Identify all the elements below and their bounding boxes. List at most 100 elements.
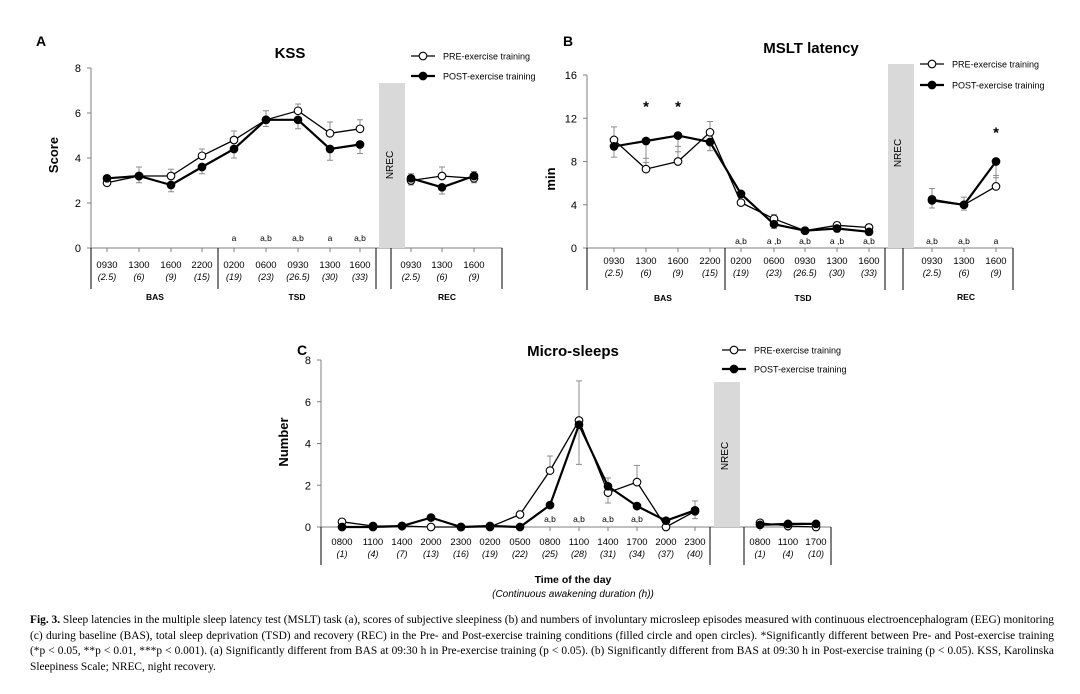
series-line-B-open <box>613 131 870 232</box>
x-tick-label-C: 1700 <box>626 537 647 548</box>
chart-title-C: Micro-sleeps <box>527 343 619 360</box>
significance-label-B: a ,b <box>767 236 781 246</box>
data-point-C-open <box>632 477 642 487</box>
duration-label-C: (19) <box>482 549 498 559</box>
y-tick-label-A: 2 <box>75 198 81 210</box>
data-point-A-filled <box>229 144 239 154</box>
data-point-C-filled <box>397 521 407 531</box>
data-point-B-filled <box>736 189 746 199</box>
x-tick-label-B: 1300 <box>953 256 974 267</box>
legend-marker-A <box>418 51 428 61</box>
data-point-B-open <box>991 182 1001 191</box>
significance-label-A: a,b <box>292 233 304 243</box>
duration-label-C: (28) <box>571 549 587 559</box>
duration-label-A: (19) <box>226 272 242 282</box>
duration-label-A: (30) <box>322 272 338 282</box>
data-point-B-open <box>705 127 715 137</box>
data-point-A-open <box>229 135 239 145</box>
duration-label-C: (4) <box>368 549 379 559</box>
y-tick-label-B: 16 <box>565 70 577 82</box>
x-tick-label-C: 1100 <box>363 537 383 548</box>
y-tick-label-B: 0 <box>571 243 577 255</box>
data-point-C-open <box>515 510 525 519</box>
significance-label-B: a,b <box>735 236 747 246</box>
significance-label-C: a,b <box>631 514 643 524</box>
x-tick-label-A: 1300 <box>128 260 149 271</box>
x-tick-label-A: 0930 <box>287 260 308 271</box>
duration-label-C: (13) <box>423 549 439 559</box>
x-tick-label-A: 0200 <box>223 260 244 271</box>
group-label-B: REC <box>957 292 975 302</box>
duration-label-C: (25) <box>542 549 558 559</box>
y-tick-label-C: 6 <box>305 397 311 409</box>
x-tick-label-A: 1600 <box>463 260 484 271</box>
data-point-B-filled <box>641 136 651 146</box>
x-tick-label-C: 0200 <box>479 537 500 548</box>
duration-label-A: (26.5) <box>286 272 310 282</box>
data-point-C-filled <box>783 519 793 529</box>
duration-label-B: (23) <box>766 268 782 278</box>
data-point-B-filled <box>705 137 715 147</box>
asterisk-B: * <box>643 98 649 115</box>
x-tick-label-C: 0800 <box>331 537 352 548</box>
x-tick-label-C: 1700 <box>805 537 826 548</box>
x-tick-label-A: 1300 <box>319 260 340 271</box>
figure-caption: Fig. 3. Sleep latencies in the multiple … <box>30 613 1054 675</box>
data-point-B-filled <box>927 196 937 205</box>
duration-label-C: (22) <box>512 549 528 559</box>
data-point-A-filled <box>293 115 303 125</box>
duration-label-B: (26.5) <box>793 268 817 278</box>
x-tick-label-B: 2200 <box>699 256 720 267</box>
duration-label-A: (9) <box>469 272 480 282</box>
significance-label-B: a <box>994 236 999 246</box>
duration-label-A: (9) <box>166 272 177 282</box>
x-tick-label-B: 0200 <box>730 256 751 267</box>
duration-label-A: (33) <box>352 272 368 282</box>
duration-label-C: (10) <box>808 549 824 559</box>
duration-label-C: (40) <box>687 549 703 559</box>
duration-label-B: (6) <box>959 268 970 278</box>
x-tick-label-B: 1600 <box>667 256 688 267</box>
legend-marker-C <box>729 345 739 355</box>
x-tick-label-B: 1300 <box>826 256 847 267</box>
group-label-A: BAS <box>146 292 164 302</box>
x-axis-label-C: Time of the day <box>535 574 612 586</box>
y-tick-label-B: 4 <box>571 200 577 212</box>
y-axis-label-C: Number <box>276 417 291 466</box>
duration-label-B: (15) <box>702 268 718 278</box>
significance-label-A: a,b <box>354 233 366 243</box>
data-point-C-filled <box>485 521 495 531</box>
data-point-B-filled <box>959 200 969 210</box>
data-point-B-filled <box>769 219 779 229</box>
chart-title-A: KSS <box>275 45 306 62</box>
duration-label-B: (33) <box>861 268 877 278</box>
legend-marker-C <box>729 364 739 374</box>
duration-label-A: (2.5) <box>98 272 117 282</box>
data-point-C-filled <box>368 522 378 532</box>
x-tick-label-C: 1100 <box>778 537 798 548</box>
data-point-A-filled <box>197 162 207 172</box>
panel-label-A: A <box>36 33 46 49</box>
x-tick-label-C: 1400 <box>391 537 412 548</box>
data-point-A-open <box>355 124 365 134</box>
group-label-B: BAS <box>654 293 672 303</box>
data-point-B-filled <box>991 157 1001 166</box>
data-point-A-filled <box>134 171 144 181</box>
data-point-B-filled <box>673 131 683 140</box>
y-tick-label-C: 4 <box>305 439 311 451</box>
data-point-A-open <box>197 151 207 161</box>
legend-label-B: POST-exercise training <box>952 81 1045 91</box>
panel-label-B: B <box>563 33 573 49</box>
data-point-A-open <box>166 171 176 181</box>
significance-label-B: a ,b <box>830 236 844 246</box>
significance-label-C: a,b <box>544 514 556 524</box>
asterisk-B: * <box>993 124 999 141</box>
duration-label-A: (15) <box>194 272 210 282</box>
data-point-A-filled <box>355 140 365 149</box>
data-point-B-open <box>673 157 683 166</box>
data-point-C-filled <box>426 513 436 522</box>
x-tick-label-B: 0930 <box>794 256 815 267</box>
data-point-C-filled <box>545 500 555 510</box>
data-point-C-filled <box>515 522 525 532</box>
